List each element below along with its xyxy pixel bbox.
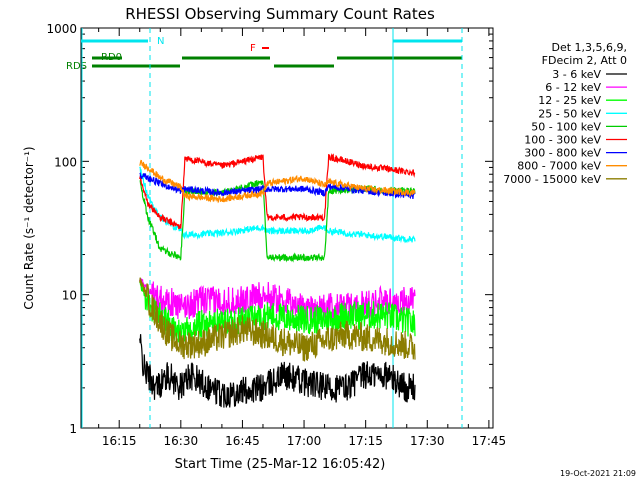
- series-5: [139, 152, 416, 230]
- x-tick-label: 17:00: [287, 434, 322, 448]
- series-line: [139, 166, 416, 244]
- series-line: [139, 334, 416, 408]
- legend-label: 800 - 7000 keV: [517, 160, 601, 173]
- plot-area: 16:15 16:30 16:45 17:00 17:15 17:30 17:45 1 10 10…: [46, 22, 506, 448]
- series-0: [139, 334, 416, 408]
- series-line: [139, 172, 416, 200]
- y-tick-label: 10: [62, 289, 77, 303]
- x-tick-label: 17:30: [410, 434, 445, 448]
- y-tick-label: 1: [69, 422, 77, 436]
- x-axis-label: Start Time (25-Mar-12 16:05:42): [175, 457, 386, 472]
- y-tick-label: 1000: [46, 22, 77, 36]
- flag-f-label: F: [250, 43, 256, 54]
- chart-title: RHESSI Observing Summary Count Rates: [125, 5, 435, 23]
- legend-label: 6 - 12 keV: [545, 81, 601, 94]
- flag-rd0-label: RD0: [101, 52, 122, 63]
- series-line: [139, 281, 416, 349]
- series-2: [139, 281, 416, 349]
- series-3: [139, 166, 416, 244]
- legend-label: 25 - 50 keV: [538, 107, 601, 120]
- series-7: [139, 159, 416, 204]
- x-tick-label: 16:15: [102, 434, 137, 448]
- flag-n-label: N: [157, 36, 164, 47]
- series-4: [139, 180, 416, 263]
- x-tick-label: 17:45: [472, 434, 507, 448]
- series-line: [139, 152, 416, 230]
- legend-label: 300 - 800 keV: [524, 147, 601, 160]
- legend-label: 7000 - 15000 keV: [503, 173, 601, 186]
- series-8: [139, 277, 416, 362]
- legend-label: 100 - 300 keV: [524, 134, 601, 147]
- series-line: [139, 277, 416, 362]
- y-tick-label: 100: [54, 155, 77, 169]
- series-line: [139, 159, 416, 204]
- series-line: [139, 180, 416, 263]
- x-tick-label: 16:30: [164, 434, 199, 448]
- legend-header-line2: FDecim 2, Att 0: [542, 54, 627, 67]
- legend-label: 50 - 100 keV: [531, 120, 601, 133]
- legend-label: 3 - 6 keV: [552, 68, 601, 81]
- legend-label: 12 - 25 keV: [538, 94, 601, 107]
- flag-rds-label: RDS: [66, 61, 87, 72]
- plot-frame: [80, 27, 494, 429]
- timestamp: 19-Oct-2021 21:09: [560, 469, 636, 478]
- x-tick-label: 16:45: [225, 434, 260, 448]
- series-line: [139, 278, 416, 322]
- legend-header-line1: Det 1,3,5,6,9,: [551, 41, 627, 54]
- y-axis-label: Count Rate (s⁻¹ detector⁻¹): [22, 146, 36, 309]
- x-tick-label: 17:15: [348, 434, 383, 448]
- series-6: [139, 172, 416, 200]
- series-1: [139, 278, 416, 322]
